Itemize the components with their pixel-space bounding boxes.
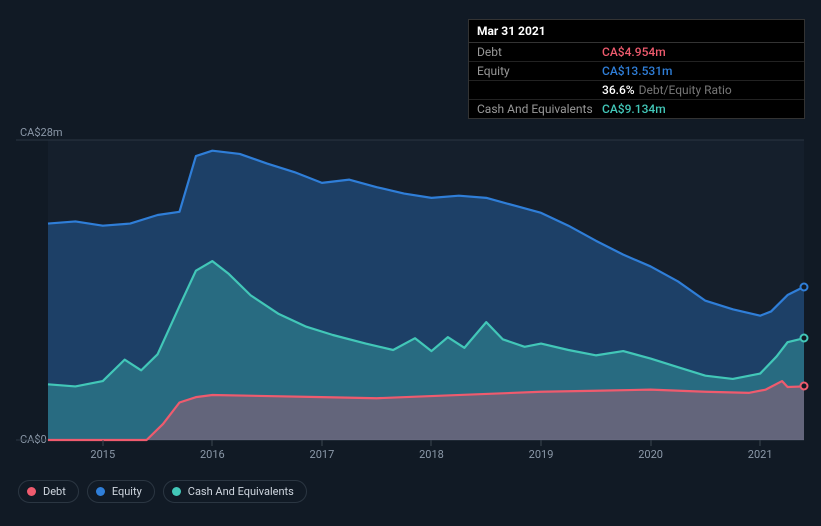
legend-label: Debt [43, 485, 66, 498]
x-axis-tick [212, 440, 213, 446]
x-axis-label: 2015 [90, 448, 115, 461]
x-axis-label: 2018 [419, 448, 444, 461]
tooltip-row-label [477, 83, 602, 97]
tooltip-row: EquityCA$13.531m [469, 62, 804, 81]
legend-dot-icon [27, 487, 36, 496]
x-axis-label: 2017 [310, 448, 335, 461]
x-axis-tick [650, 440, 651, 446]
x-axis-tick [431, 440, 432, 446]
tooltip-row-value: CA$4.954m [602, 45, 666, 59]
tooltip-row: Cash And EquivalentsCA$9.134m [469, 100, 804, 118]
legend-dot-icon [96, 487, 105, 496]
x-axis-tick [321, 440, 322, 446]
x-axis-label: 2019 [529, 448, 554, 461]
tooltip-row-extra: Debt/Equity Ratio [639, 83, 732, 97]
tooltip-row-value: CA$13.531m [602, 64, 673, 78]
legend-item-equity[interactable]: Equity [87, 480, 155, 503]
legend-item-debt[interactable]: Debt [18, 480, 79, 503]
x-axis-tick [102, 440, 103, 446]
x-axis-label: 2021 [748, 448, 773, 461]
series-end-marker [800, 334, 809, 343]
x-axis-label: 2020 [638, 448, 663, 461]
legend-label: Equity [112, 485, 142, 498]
x-axis-label: 2016 [200, 448, 225, 461]
x-axis-tick [760, 440, 761, 446]
series-end-marker [800, 282, 809, 291]
tooltip-row-label: Cash And Equivalents [477, 102, 602, 116]
tooltip-row: 36.6% Debt/Equity Ratio [469, 81, 804, 100]
tooltip-date: Mar 31 2021 [469, 20, 804, 43]
legend-dot-icon [172, 487, 181, 496]
chart-tooltip: Mar 31 2021 DebtCA$4.954mEquityCA$13.531… [468, 19, 805, 119]
legend-label: Cash And Equivalents [188, 485, 294, 498]
tooltip-row-value: 36.6% [602, 83, 635, 97]
chart-legend: Debt Equity Cash And Equivalents [18, 480, 307, 503]
tooltip-row-label: Equity [477, 64, 602, 78]
series-end-marker [800, 382, 809, 391]
legend-item-cash-and-equivalents[interactable]: Cash And Equivalents [163, 480, 307, 503]
tooltip-row: DebtCA$4.954m [469, 43, 804, 62]
tooltip-row-label: Debt [477, 45, 602, 59]
x-axis-tick [541, 440, 542, 446]
tooltip-row-value: CA$9.134m [602, 102, 666, 116]
